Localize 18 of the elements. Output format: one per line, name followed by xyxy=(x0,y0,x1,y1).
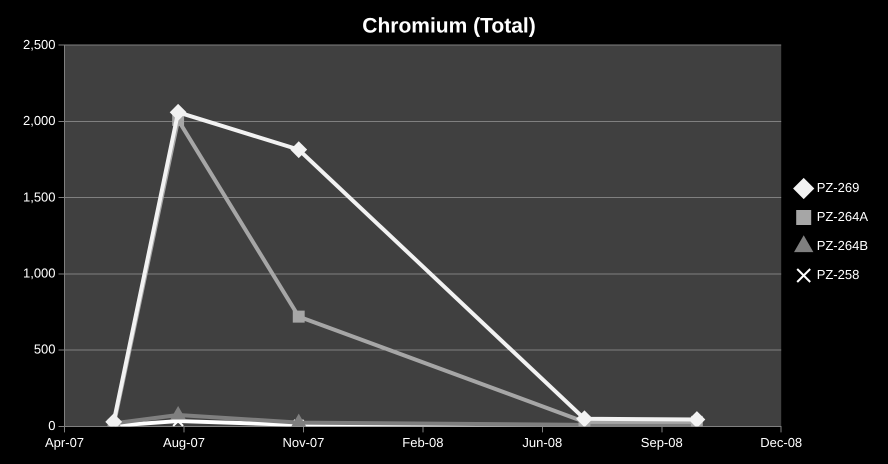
x-tick-label: Aug-07 xyxy=(163,434,205,450)
chart-title: Chromium (Total) xyxy=(362,14,536,38)
y-tick-label: 2,500 xyxy=(22,36,56,52)
legend-label: PZ-269 xyxy=(816,180,860,196)
x-tick-label: Feb-08 xyxy=(402,434,444,450)
y-tick-label: 500 xyxy=(34,342,56,357)
x-tick-label: Jun-08 xyxy=(522,434,562,450)
y-tick-label: 0 xyxy=(48,418,56,433)
x-tick-label: Nov-07 xyxy=(282,434,324,450)
x-tick-label: Apr-07 xyxy=(45,434,84,450)
y-tick-label: 1,500 xyxy=(22,189,56,204)
legend-label: PZ-264A xyxy=(816,209,868,224)
y-tick-label: 1,000 xyxy=(22,266,56,280)
y-tick-label: 2,000 xyxy=(22,113,56,128)
x-tick-label: Dec-08 xyxy=(760,434,802,450)
x-tick-label: Sep-08 xyxy=(640,434,683,450)
legend-label: PZ-264B xyxy=(816,238,868,254)
legend-label: PZ-258 xyxy=(816,267,860,282)
